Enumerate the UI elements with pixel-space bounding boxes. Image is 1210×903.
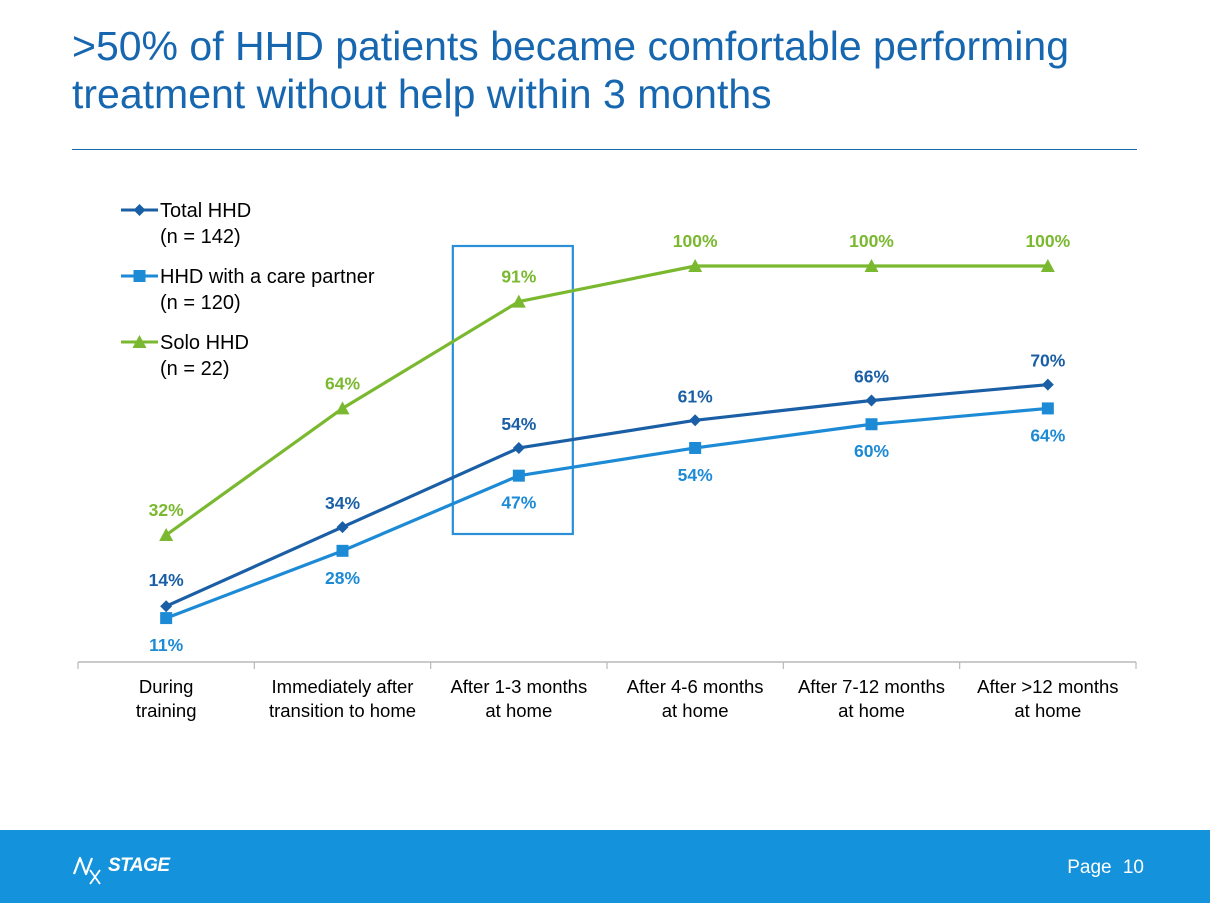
data-label-total: 61% xyxy=(678,386,713,406)
legend-marker-partner xyxy=(133,270,146,282)
data-label-solo: 64% xyxy=(325,373,360,393)
data-label-partner: 47% xyxy=(501,493,536,513)
page-label: Page xyxy=(1067,857,1112,878)
data-point-solo xyxy=(1040,259,1055,272)
legend-sub-partner: (n = 120) xyxy=(160,292,241,314)
title-divider xyxy=(72,149,1137,150)
data-point-total xyxy=(160,600,173,613)
data-point-total xyxy=(336,521,349,534)
data-label-total: 70% xyxy=(1030,351,1065,371)
data-point-total xyxy=(689,414,702,427)
logo-wordmark: STAGE xyxy=(108,855,170,876)
data-label-total: 14% xyxy=(149,570,184,590)
data-label-partner: 60% xyxy=(854,441,889,461)
x-tick-label: After 7-12 months at home xyxy=(798,676,945,721)
x-tick-label: During training xyxy=(136,676,197,721)
slide-title: >50% of HHD patients became comfortable … xyxy=(72,23,1070,117)
data-point-solo xyxy=(159,528,174,542)
data-label-total: 34% xyxy=(325,493,360,513)
legend-label-solo: Solo HHD xyxy=(160,332,249,354)
data-point-solo xyxy=(864,259,879,272)
data-label-partner: 54% xyxy=(678,465,713,485)
data-point-partner xyxy=(865,418,878,431)
x-tick-label: Immediately after transition to home xyxy=(269,676,416,721)
x-tick-label: After >12 months at home xyxy=(977,676,1118,721)
data-point-partner xyxy=(1041,402,1054,415)
data-label-total: 54% xyxy=(501,414,536,434)
line-chart: During training Immediately after transitio… xyxy=(77,200,1137,721)
page-value: 10 xyxy=(1122,857,1144,878)
data-label-partner: 64% xyxy=(1030,425,1065,445)
data-label-total: 66% xyxy=(854,367,889,387)
footer-bar: STAGE Page 10 xyxy=(0,830,1210,903)
legend-marker-solo xyxy=(132,335,147,348)
highlight-box xyxy=(451,244,574,536)
legend-sub-solo: (n = 22) xyxy=(160,358,229,380)
data-label-solo: 100% xyxy=(1025,231,1070,251)
data-point-total xyxy=(1041,378,1054,391)
legend-label-total: Total HHD xyxy=(160,200,251,222)
data-label-solo: 100% xyxy=(673,231,718,251)
x-tick-label: After 1-3 months at home xyxy=(450,676,587,721)
data-point-partner xyxy=(160,612,173,625)
legend-sub-total: (n = 142) xyxy=(160,226,241,248)
data-point-partner xyxy=(512,469,525,482)
data-point-solo xyxy=(688,259,703,272)
legend-label-partner: HHD with a care partner xyxy=(160,266,375,288)
data-point-solo xyxy=(335,401,350,415)
nxstage-logo: STAGE xyxy=(70,844,200,888)
data-point-total xyxy=(512,441,525,454)
data-label-partner: 11% xyxy=(149,635,183,655)
data-point-solo xyxy=(511,294,526,308)
data-point-partner xyxy=(689,441,702,454)
data-label-partner: 28% xyxy=(325,568,360,588)
nx-monogram-icon xyxy=(72,856,101,885)
data-label-solo: 32% xyxy=(149,500,184,520)
x-tick-label: After 4-6 months at home xyxy=(627,676,764,721)
data-point-partner xyxy=(336,544,349,557)
data-label-solo: 91% xyxy=(501,267,536,287)
data-point-total xyxy=(865,394,878,407)
legend-marker-total xyxy=(133,204,146,216)
series-line-solo xyxy=(165,264,1048,537)
series-line-partner xyxy=(165,406,1048,620)
series-line-total xyxy=(165,383,1048,608)
page-number: Page 10 xyxy=(1061,857,1144,879)
data-label-solo: 100% xyxy=(849,231,894,251)
